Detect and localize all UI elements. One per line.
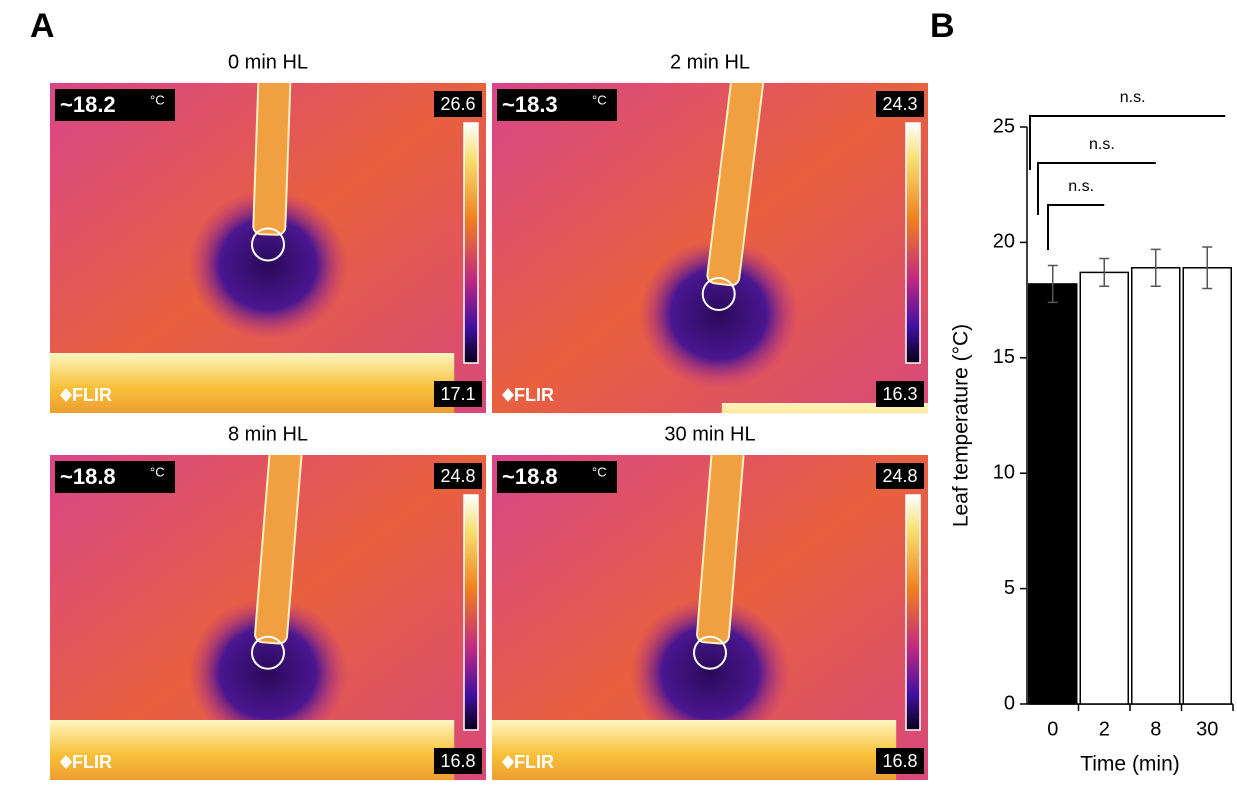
ruler bbox=[492, 720, 897, 780]
brand-icon bbox=[60, 755, 72, 769]
thermal-image bbox=[492, 83, 928, 413]
plant bbox=[188, 597, 348, 748]
min-temp: 16.3 bbox=[882, 384, 917, 404]
error-bar bbox=[1150, 248, 1161, 288]
brand: FLIR bbox=[514, 752, 554, 772]
brand-icon bbox=[60, 388, 72, 402]
error-bar bbox=[1099, 257, 1110, 288]
probe bbox=[706, 83, 765, 287]
spot-unit: °C bbox=[150, 464, 165, 479]
y-tick-label: 15 bbox=[993, 346, 1015, 368]
thermal-image bbox=[50, 455, 486, 780]
max-box bbox=[876, 463, 924, 489]
spot-box bbox=[55, 89, 175, 121]
min-temp: 16.8 bbox=[882, 751, 917, 771]
spot-temp: ~18.3 bbox=[502, 92, 558, 117]
max-temp: 24.8 bbox=[882, 466, 917, 486]
significance-bracket bbox=[1037, 162, 1156, 215]
image-title: 0 min HL bbox=[228, 51, 308, 73]
x-tick-label: 2 bbox=[1099, 718, 1110, 740]
max-temp: 24.3 bbox=[882, 94, 917, 114]
color-bar bbox=[905, 494, 921, 731]
spot-box bbox=[55, 461, 175, 493]
spot-unit: °C bbox=[592, 92, 607, 107]
max-box bbox=[876, 91, 924, 117]
probe bbox=[254, 455, 303, 645]
x-tick-label: 0 bbox=[1047, 718, 1058, 740]
color-bar bbox=[905, 122, 921, 364]
x-axis-title: Time (min) bbox=[1080, 753, 1180, 776]
significance-bracket bbox=[1029, 115, 1226, 170]
y-tick-label: 25 bbox=[993, 115, 1015, 137]
probe bbox=[252, 83, 292, 236]
x-tick-label: 8 bbox=[1150, 718, 1161, 740]
bar bbox=[1182, 267, 1232, 705]
y-tick-label: 10 bbox=[993, 461, 1015, 483]
target bbox=[693, 635, 727, 670]
color-bar bbox=[463, 122, 479, 364]
max-temp: 24.8 bbox=[440, 466, 475, 486]
brand-icon bbox=[502, 388, 514, 402]
min-box bbox=[876, 381, 924, 407]
ruler bbox=[50, 720, 455, 780]
probe bbox=[696, 455, 745, 645]
spot-temp: ~18.8 bbox=[502, 464, 558, 489]
ruler bbox=[50, 353, 455, 413]
spot-box bbox=[497, 461, 617, 493]
y-axis-title: Leaf temperature (°C) bbox=[950, 324, 973, 527]
brand: FLIR bbox=[514, 385, 554, 405]
significance-bracket bbox=[1047, 204, 1105, 250]
plant bbox=[630, 597, 790, 748]
thermal-image bbox=[492, 455, 928, 780]
image-title: 30 min HL bbox=[664, 423, 755, 445]
plant bbox=[638, 239, 799, 389]
panel-label: B bbox=[930, 7, 955, 45]
target bbox=[251, 635, 285, 670]
min-temp: 16.8 bbox=[440, 751, 475, 771]
error-bar bbox=[1202, 246, 1213, 290]
spot-unit: °C bbox=[592, 464, 607, 479]
spot-unit: °C bbox=[150, 92, 165, 107]
min-box bbox=[434, 381, 482, 407]
spot-box bbox=[497, 89, 617, 121]
significance-label: n.s. bbox=[1089, 136, 1115, 153]
image-title: 2 min HL bbox=[670, 51, 750, 73]
min-temp: 17.1 bbox=[440, 384, 475, 404]
significance-label: n.s. bbox=[1068, 178, 1094, 195]
brand: FLIR bbox=[72, 385, 112, 405]
color-bar bbox=[463, 494, 479, 731]
max-box bbox=[434, 91, 482, 117]
spot-temp: ~18.2 bbox=[60, 92, 116, 117]
significance-label: n.s. bbox=[1120, 89, 1146, 106]
target bbox=[251, 227, 285, 262]
plant bbox=[188, 189, 348, 340]
max-temp: 26.6 bbox=[440, 94, 475, 114]
bar bbox=[1079, 271, 1129, 705]
bar bbox=[1028, 283, 1078, 705]
thermal-image bbox=[50, 83, 486, 413]
min-box bbox=[434, 748, 482, 774]
brand-icon bbox=[502, 755, 514, 769]
x-tick-label: 30 bbox=[1196, 718, 1218, 740]
min-box bbox=[876, 748, 924, 774]
ruler bbox=[721, 403, 928, 413]
panel-label: A bbox=[30, 7, 55, 45]
y-tick-label: 20 bbox=[993, 231, 1015, 253]
y-tick-label: 0 bbox=[1004, 692, 1015, 714]
max-box bbox=[434, 463, 482, 489]
bar bbox=[1131, 267, 1181, 705]
spot-temp: ~18.8 bbox=[60, 464, 116, 489]
target bbox=[701, 277, 736, 311]
image-title: 8 min HL bbox=[228, 423, 308, 445]
brand: FLIR bbox=[72, 752, 112, 772]
y-tick-label: 5 bbox=[1004, 577, 1015, 599]
error-bar bbox=[1047, 264, 1058, 304]
